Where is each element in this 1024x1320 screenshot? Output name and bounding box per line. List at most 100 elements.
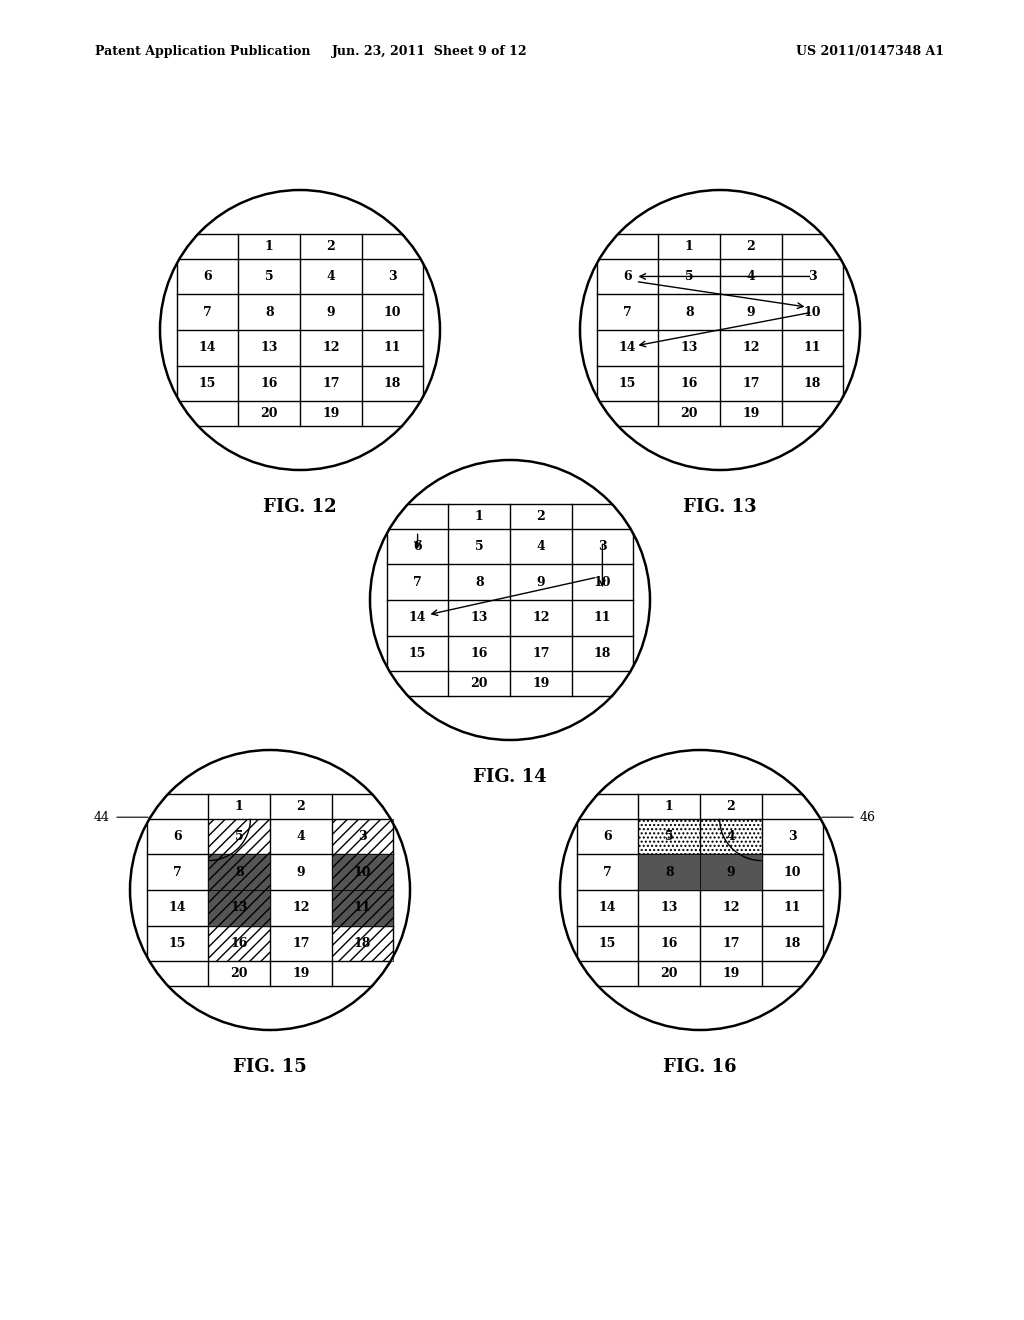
Text: 15: 15	[618, 378, 636, 389]
Text: 2: 2	[726, 800, 735, 813]
Text: 10: 10	[384, 306, 401, 318]
Text: 2: 2	[746, 240, 755, 253]
Text: 12: 12	[532, 611, 550, 624]
Text: 6: 6	[173, 830, 182, 843]
Text: 20: 20	[230, 968, 248, 981]
Text: 16: 16	[230, 937, 248, 950]
Text: 18: 18	[783, 937, 801, 950]
Text: 16: 16	[470, 647, 487, 660]
Text: 44: 44	[94, 810, 110, 824]
Text: 2: 2	[327, 240, 335, 253]
Bar	[209, 890, 270, 925]
Text: 9: 9	[297, 866, 305, 879]
Text: 7: 7	[203, 306, 212, 318]
Text: 9: 9	[327, 306, 335, 318]
Text: 8: 8	[234, 866, 244, 879]
Text: 14: 14	[409, 611, 426, 624]
Bar	[638, 854, 700, 890]
Text: 3: 3	[388, 271, 396, 282]
Bar	[209, 818, 270, 854]
Text: 17: 17	[292, 937, 309, 950]
Text: 18: 18	[353, 937, 371, 950]
Text: 6: 6	[204, 271, 212, 282]
Text: 8: 8	[475, 576, 483, 589]
Text: 4: 4	[726, 830, 735, 843]
Text: 9: 9	[746, 306, 755, 318]
Text: 14: 14	[169, 902, 186, 915]
Text: 20: 20	[260, 407, 278, 420]
Text: 13: 13	[681, 342, 698, 354]
Text: 15: 15	[199, 378, 216, 389]
Text: 17: 17	[532, 647, 550, 660]
Text: 8: 8	[685, 306, 693, 318]
Text: 13: 13	[660, 902, 678, 915]
Text: 5: 5	[234, 830, 244, 843]
Text: 3: 3	[598, 540, 606, 553]
Text: FIG. 16: FIG. 16	[664, 1059, 737, 1076]
Text: 5: 5	[685, 271, 693, 282]
Bar	[332, 925, 393, 961]
Text: 11: 11	[384, 342, 401, 354]
Text: 3: 3	[788, 830, 797, 843]
Text: 1: 1	[234, 800, 244, 813]
Text: FIG. 14: FIG. 14	[473, 768, 547, 785]
Bar	[700, 818, 762, 854]
Text: 7: 7	[603, 866, 612, 879]
Text: 11: 11	[804, 342, 821, 354]
Text: 17: 17	[742, 378, 760, 389]
Text: 15: 15	[409, 647, 426, 660]
Text: 16: 16	[660, 937, 678, 950]
Text: 6: 6	[414, 540, 422, 553]
Text: 18: 18	[804, 378, 821, 389]
Text: 13: 13	[470, 611, 487, 624]
Text: 12: 12	[742, 342, 760, 354]
Text: 13: 13	[230, 902, 248, 915]
Text: Jun. 23, 2011  Sheet 9 of 12: Jun. 23, 2011 Sheet 9 of 12	[332, 45, 527, 58]
Text: 6: 6	[603, 830, 612, 843]
Text: 6: 6	[624, 271, 632, 282]
Text: 10: 10	[804, 306, 821, 318]
Text: 16: 16	[260, 378, 278, 389]
Bar	[332, 890, 393, 925]
Text: 2: 2	[537, 510, 545, 523]
Text: 1: 1	[665, 800, 674, 813]
Bar	[638, 818, 700, 854]
Text: FIG. 12: FIG. 12	[263, 498, 337, 516]
Text: 5: 5	[665, 830, 674, 843]
Text: 16: 16	[681, 378, 698, 389]
Bar	[332, 854, 393, 890]
Text: 18: 18	[384, 378, 401, 389]
Bar	[332, 818, 393, 854]
Bar	[209, 854, 270, 890]
Text: 14: 14	[199, 342, 216, 354]
Bar	[209, 925, 270, 961]
Text: FIG. 15: FIG. 15	[233, 1059, 307, 1076]
Text: 5: 5	[475, 540, 483, 553]
Text: 19: 19	[742, 407, 760, 420]
Text: 20: 20	[470, 677, 488, 690]
Text: 9: 9	[537, 576, 545, 589]
Text: 8: 8	[665, 866, 674, 879]
Text: 10: 10	[783, 866, 801, 879]
Text: 14: 14	[599, 902, 616, 915]
Text: 19: 19	[532, 677, 550, 690]
Text: 20: 20	[681, 407, 698, 420]
Text: 7: 7	[173, 866, 182, 879]
Text: US 2011/0147348 A1: US 2011/0147348 A1	[796, 45, 944, 58]
Text: 19: 19	[722, 968, 739, 981]
Text: 12: 12	[323, 342, 340, 354]
Text: 19: 19	[323, 407, 340, 420]
Text: 11: 11	[594, 611, 611, 624]
Text: 15: 15	[169, 937, 186, 950]
Text: 3: 3	[808, 271, 817, 282]
Text: 1: 1	[475, 510, 483, 523]
Text: 20: 20	[660, 968, 678, 981]
Text: 10: 10	[353, 866, 371, 879]
Text: 15: 15	[599, 937, 616, 950]
Text: 9: 9	[726, 866, 735, 879]
Text: 17: 17	[323, 378, 340, 389]
Text: 18: 18	[594, 647, 611, 660]
Text: 3: 3	[358, 830, 367, 843]
Text: 14: 14	[618, 342, 636, 354]
Bar	[700, 854, 762, 890]
